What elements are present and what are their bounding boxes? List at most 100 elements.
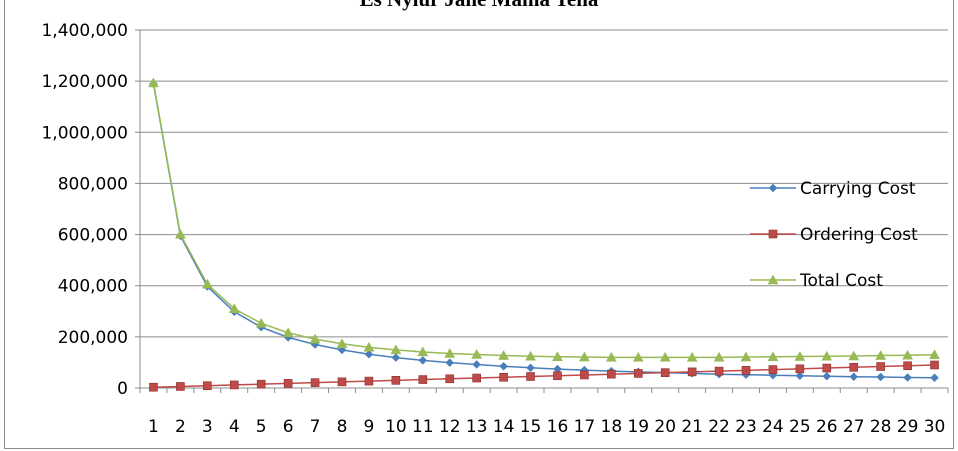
ordering-cost-point	[822, 363, 832, 373]
chart-title: Es Nyiur Jane Mama Tena	[0, 0, 958, 12]
total-cost-point	[148, 77, 159, 88]
ordering-cost-point	[660, 368, 670, 377]
carrying-cost-point	[876, 372, 886, 382]
total-cost-point	[471, 348, 483, 359]
total-cost-point	[498, 350, 510, 360]
y-tick-label: 1,000,000	[41, 123, 128, 143]
x-tick-label: 18	[601, 417, 623, 437]
ordering-cost-point	[580, 370, 589, 380]
total-cost-point	[794, 351, 806, 361]
y-tick-label: 1,200,000	[41, 72, 128, 92]
y-tick-label: 200,000	[58, 328, 128, 348]
x-tick-label: 23	[735, 417, 757, 437]
total-cost-point	[578, 351, 590, 362]
x-tick-label: 25	[789, 417, 811, 437]
ordering-cost-line	[153, 364, 935, 388]
x-tick-label: 11	[412, 417, 434, 437]
x-tick-label: 2	[175, 417, 186, 437]
total-cost-point	[821, 350, 833, 361]
ordering-cost-point	[687, 367, 697, 377]
ordering-cost-point	[526, 372, 535, 381]
ordering-cost-point	[176, 382, 185, 391]
total-cost-point	[174, 228, 186, 239]
x-tick-label: 3	[202, 417, 213, 437]
ordering-cost-point	[553, 371, 562, 381]
y-tick-label: 400,000	[58, 277, 128, 297]
carrying-cost-point	[822, 371, 832, 381]
carrying-cost-point	[795, 371, 805, 381]
total-cost-point	[525, 350, 536, 361]
total-cost-point	[390, 344, 402, 355]
x-tick-label: 22	[708, 417, 730, 437]
carrying-cost-point	[445, 358, 455, 368]
legend-label-carrying-cost: Carrying Cost	[800, 179, 916, 199]
x-tick-label: 7	[310, 417, 321, 437]
x-tick-label: 13	[466, 417, 488, 437]
ordering-cost-point	[633, 369, 643, 378]
total-cost-point	[767, 351, 779, 362]
total-cost-point	[929, 349, 940, 360]
y-tick-label: 0	[117, 379, 128, 399]
x-tick-label: 20	[654, 417, 676, 437]
x-tick-label: 30	[924, 417, 946, 437]
x-tick-label: 8	[337, 417, 348, 437]
carrying-cost-point	[930, 373, 939, 383]
x-tick-label: 1	[148, 417, 159, 437]
carrying-cost-point	[499, 361, 508, 371]
total-cost-point	[686, 351, 698, 362]
ordering-cost-point	[499, 372, 508, 382]
ordering-cost-point	[930, 360, 939, 370]
ordering-cost-point	[203, 381, 212, 390]
y-tick-label: 800,000	[58, 174, 128, 194]
ordering-cost-point	[256, 379, 266, 389]
x-tick-label: 5	[256, 417, 267, 437]
x-tick-label: 15	[520, 417, 542, 437]
ordering-cost-point	[418, 375, 428, 384]
y-tick-label: 1,400,000	[41, 21, 128, 41]
carrying-cost-point	[903, 373, 912, 382]
ordering-cost-point	[229, 380, 239, 390]
x-tick-label: 21	[681, 417, 703, 437]
ordering-cost-point	[768, 365, 778, 374]
total-cost-point	[336, 338, 348, 349]
x-tick-label: 10	[385, 417, 407, 437]
ordering-cost-point	[795, 364, 805, 374]
ordering-cost-point	[337, 377, 347, 387]
total-cost-point	[309, 333, 321, 344]
total-cost-point	[659, 351, 671, 362]
total-cost-point	[875, 350, 887, 360]
y-tick-label: 600,000	[58, 226, 128, 246]
x-tick-label: 26	[816, 417, 838, 437]
legend-label-total-cost: Total Cost	[799, 271, 883, 291]
carrying-cost-point	[364, 349, 374, 359]
carrying-cost-point	[391, 353, 401, 362]
ordering-cost-point	[391, 376, 401, 385]
total-cost-point	[740, 351, 752, 362]
x-tick-label: 4	[229, 417, 240, 437]
carrying-cost-point	[472, 360, 482, 369]
carrying-cost-point	[849, 372, 859, 382]
carrying-cost-point	[526, 363, 535, 373]
legend-marker-total-cost	[767, 274, 779, 285]
total-cost-point	[201, 278, 213, 289]
total-cost-point	[228, 303, 240, 313]
x-tick-label: 17	[574, 417, 596, 437]
ordering-cost-point	[310, 378, 320, 387]
ordering-cost-point	[283, 379, 293, 388]
x-tick-label: 14	[493, 417, 515, 437]
total-cost-point	[417, 346, 429, 357]
x-tick-label: 19	[627, 417, 649, 437]
ordering-cost-point	[149, 382, 158, 392]
x-tick-label: 28	[870, 417, 892, 437]
x-tick-label: 16	[547, 417, 569, 437]
total-cost-point	[444, 347, 456, 358]
ordering-cost-point	[741, 366, 751, 375]
total-cost-point	[713, 351, 725, 362]
total-cost-point	[552, 351, 563, 362]
total-cost-point	[282, 327, 294, 338]
x-tick-label: 24	[762, 417, 784, 437]
ordering-cost-point	[607, 369, 616, 379]
total-cost-line	[152, 82, 935, 359]
x-tick-label: 29	[897, 417, 919, 437]
